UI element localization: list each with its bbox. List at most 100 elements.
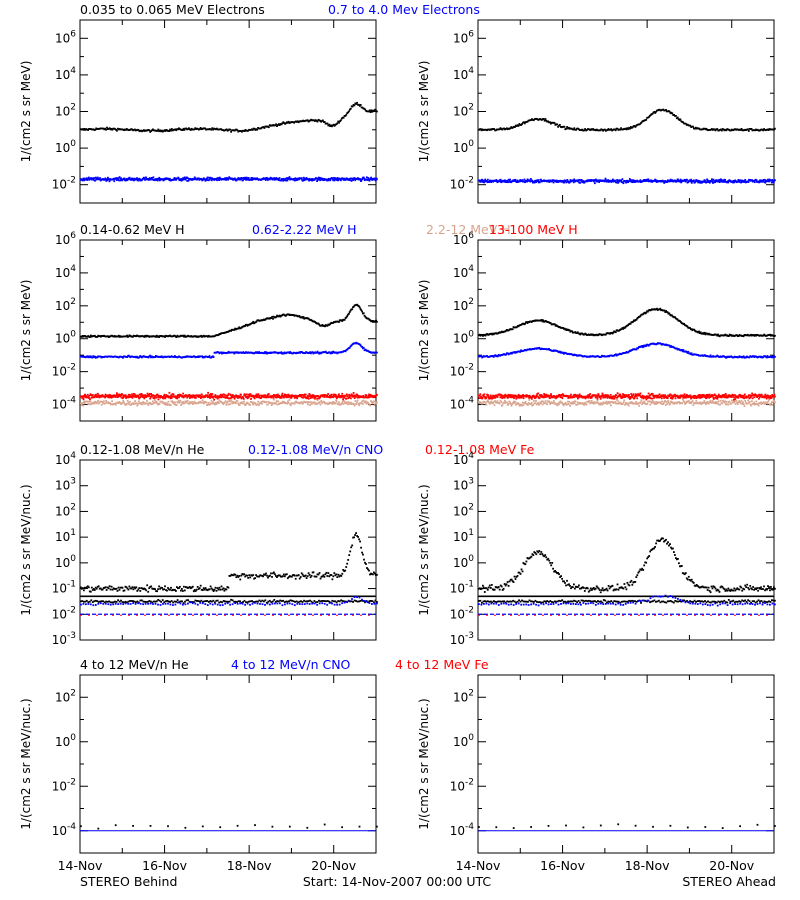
series-h-22-12 (750, 404, 753, 407)
series-h-22-12 (171, 400, 173, 403)
series-electron-high (323, 179, 325, 182)
series-h-13-100 (364, 396, 366, 399)
series-electron-low (220, 128, 223, 131)
series-h-13-100 (666, 397, 669, 400)
series-h-13-100 (636, 397, 639, 400)
series-h-062-222 (242, 351, 245, 353)
series-h-13-100 (550, 394, 553, 397)
series-h-13-100 (598, 394, 600, 397)
series-h-062-222 (138, 356, 141, 358)
series-h-13-100 (88, 397, 91, 400)
y-tick-label: 102 (55, 297, 76, 313)
series-h-13-100 (242, 396, 245, 399)
series-electron-high (292, 178, 295, 180)
series-electron-high (679, 179, 681, 182)
series-h-13-100 (664, 394, 666, 397)
series-h-22-12 (163, 403, 166, 406)
series-h-22-12 (604, 401, 607, 404)
series-h-13-100 (258, 396, 261, 399)
series-h-13-100 (763, 395, 766, 398)
series-electron-high (616, 179, 618, 181)
series-h-22-12 (567, 403, 570, 405)
series-h-014-062 (348, 312, 350, 315)
series-h-22-12 (96, 401, 99, 404)
series-h-014-062 (209, 335, 212, 338)
series-h-22-12 (361, 403, 364, 405)
series-h-22-12 (97, 402, 100, 405)
series-electron-high (563, 181, 566, 184)
series-electron-high (697, 181, 699, 184)
series-h-13-100 (635, 395, 638, 398)
series-electron-high (132, 178, 135, 180)
series-h-13-100 (304, 396, 307, 398)
series-electron-high (193, 176, 196, 179)
series-h-13-100 (307, 394, 309, 397)
series-h-13-100 (481, 397, 484, 399)
series-electron-low (157, 128, 160, 131)
series-electron-high (119, 179, 121, 182)
series-electron-low (199, 127, 202, 129)
series-h-22-12 (155, 400, 158, 403)
series-electron-high (327, 179, 330, 182)
series-h-22-12 (494, 400, 497, 402)
series-h-014-062 (131, 336, 134, 338)
series-h-13-100 (281, 394, 283, 397)
series-h-13-100 (367, 396, 370, 399)
series-electron-high (108, 180, 111, 183)
series-h-13-100 (144, 394, 147, 397)
y-tick-label: 102 (453, 103, 474, 119)
series-h-13-100 (330, 393, 333, 396)
series-h-014-062 (183, 334, 186, 337)
series-electron-high (518, 180, 521, 183)
series-electron-high (182, 177, 184, 179)
series-h-13-100 (209, 397, 211, 399)
series-h-13-100 (646, 397, 649, 400)
series-electron-high (135, 178, 138, 180)
series-h-22-12 (751, 400, 753, 403)
series-h-13-100 (701, 396, 704, 398)
series-electron-high (295, 179, 297, 182)
series-h-13-100 (573, 396, 576, 399)
series-electron-low (285, 122, 287, 125)
series-h-13-100 (511, 396, 514, 399)
series-h-22-12 (771, 403, 774, 406)
series-electron-high (712, 178, 715, 181)
series-electron-low (358, 105, 361, 107)
series-h-13-100 (561, 396, 563, 399)
series-electron-high (666, 180, 669, 183)
series-electron-high (634, 181, 636, 183)
series-h-13-100 (283, 396, 285, 399)
series-h-22-12 (218, 399, 221, 402)
series-h-13-100 (582, 396, 585, 399)
series-electron-low (714, 129, 717, 132)
series-h-13-100 (719, 395, 722, 397)
series-h-22-12 (265, 401, 268, 403)
series-h-13-100 (501, 397, 504, 399)
series-h-22-12 (126, 402, 128, 405)
series-electron-high (143, 177, 146, 180)
series-electron-high (523, 180, 525, 183)
series-h-13-100 (368, 396, 371, 399)
series-h-13-100 (235, 394, 238, 397)
series-h-22-12 (334, 402, 337, 405)
series-h-13-100 (522, 397, 525, 400)
series-h-13-100 (273, 394, 276, 396)
series-electron-high (703, 180, 705, 183)
series-h-13-100 (163, 393, 166, 396)
series-electron-high (242, 177, 245, 179)
series-h-014-062 (549, 322, 552, 324)
series-electron-high (708, 181, 711, 184)
series-h-13-100 (84, 393, 86, 396)
series-h-22-12 (716, 402, 719, 405)
series-h-22-12 (652, 400, 655, 403)
series-h-13-100 (656, 394, 659, 397)
series-h-22-12 (221, 401, 224, 404)
series-electron-high (350, 177, 352, 180)
series-h-22-12 (630, 401, 633, 403)
series-electron-high (740, 181, 743, 183)
series-h-22-12 (350, 401, 352, 404)
series-h-22-12 (504, 400, 506, 402)
series-h-22-12 (609, 401, 612, 404)
legend-electron-high: 0.7 to 4.0 Mev Electrons (328, 2, 480, 17)
